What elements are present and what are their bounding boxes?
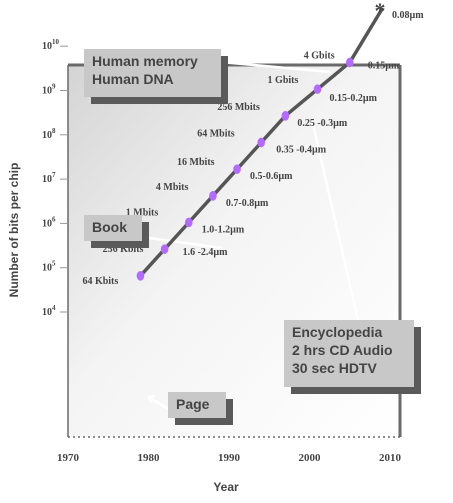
y-axis-ticks: 104 105 106 107 108 109 1010: [42, 38, 68, 318]
annotation-connector: [148, 395, 169, 411]
annotation-box: [84, 49, 221, 97]
annotation-arrowhead: [147, 394, 156, 404]
x-tick-label: 1990: [218, 452, 241, 464]
feature-size-label: 1.0-1.2µm: [202, 224, 245, 235]
data-point: [160, 244, 169, 254]
annotation-text: Human DNA: [92, 71, 174, 87]
feature-size-label: 0.15-0.2µm: [330, 93, 378, 104]
data-point-star: *: [374, 0, 385, 23]
annotation-text: Human memory: [92, 53, 198, 69]
y-tick-label: 109: [42, 83, 56, 97]
y-tick-label: 106: [42, 215, 56, 229]
x-tick-label: 2000: [299, 452, 322, 464]
y-tick-label: 105: [42, 260, 56, 274]
data-point: [281, 111, 290, 121]
x-axis-title: Year: [213, 480, 239, 494]
x-tick-label: 2010: [379, 452, 402, 464]
annotation-text: Book: [92, 219, 127, 235]
annotation-connector: [141, 235, 223, 250]
feature-size-label: 0.08µm: [392, 10, 424, 21]
y-tick-label: 104: [42, 304, 56, 318]
capacity-label: 1 Gbits: [268, 75, 299, 86]
data-point: [233, 164, 241, 174]
annotation-connector: [220, 60, 331, 74]
annotation-connector: [310, 119, 360, 321]
trend-line-group: *: [136, 0, 385, 281]
y-axis-title: Number of bits per chip: [7, 163, 21, 298]
feature-size-label: 0.25 -0.3µm: [297, 118, 348, 129]
capacity-label: 256 Mbits: [217, 102, 260, 113]
feature-size-label: 0.15µm: [368, 60, 400, 71]
annotation-box: [168, 392, 226, 418]
data-point: [313, 84, 322, 94]
x-tick-label: 1970: [57, 452, 80, 464]
data-point: [345, 57, 354, 68]
capacity-label: 1 Mbits: [126, 207, 159, 218]
y-tick-label: 107: [42, 171, 56, 185]
data-point: [136, 271, 145, 281]
annotation-text: 30 sec HDTV: [292, 360, 377, 376]
y-tick-label: 108: [42, 127, 56, 141]
annotation-text: Page: [176, 396, 210, 412]
feature-size-label: 0.35 -0.4µm: [276, 144, 327, 155]
point-labels: 64 Kbits 256 Kbits 1.6 -2.4µm 1 Mbits 1.0-1.…: [82, 10, 424, 287]
capacity-label: 64 Kbits: [82, 276, 118, 287]
capacity-label: 4 Mbits: [156, 182, 189, 193]
capacity-label: 4 Gbits: [304, 50, 335, 61]
capacity-label: 64 Mbits: [197, 128, 235, 139]
annotation-text: 2 hrs CD Audio: [292, 342, 393, 358]
annotation-text: Encyclopedia: [292, 324, 382, 340]
data-point: [209, 191, 217, 201]
data-point: [257, 137, 266, 148]
trend-line: [139, 8, 384, 278]
annotation-boxes: Human memory Human DNA Book Page Encyclopedi…: [84, 49, 421, 425]
y-tick-label: 1010: [42, 38, 60, 52]
x-axis-ticks: 1970 1980 1990 2000 2010: [57, 452, 402, 464]
annotation-box: [284, 320, 414, 387]
feature-size-label: 0.5-0.6µm: [250, 171, 293, 182]
annotation-connectors: [141, 60, 360, 411]
feature-size-label: 0.7-0.8µm: [226, 198, 269, 209]
data-point: [184, 217, 193, 228]
x-tick-label: 1980: [138, 452, 161, 464]
annotation-box: [84, 215, 142, 241]
feature-size-label: 1.6 -2.4µm: [183, 247, 229, 258]
capacity-label: 16 Mbits: [177, 157, 215, 168]
capacity-label: 256 Kbits: [103, 244, 144, 255]
